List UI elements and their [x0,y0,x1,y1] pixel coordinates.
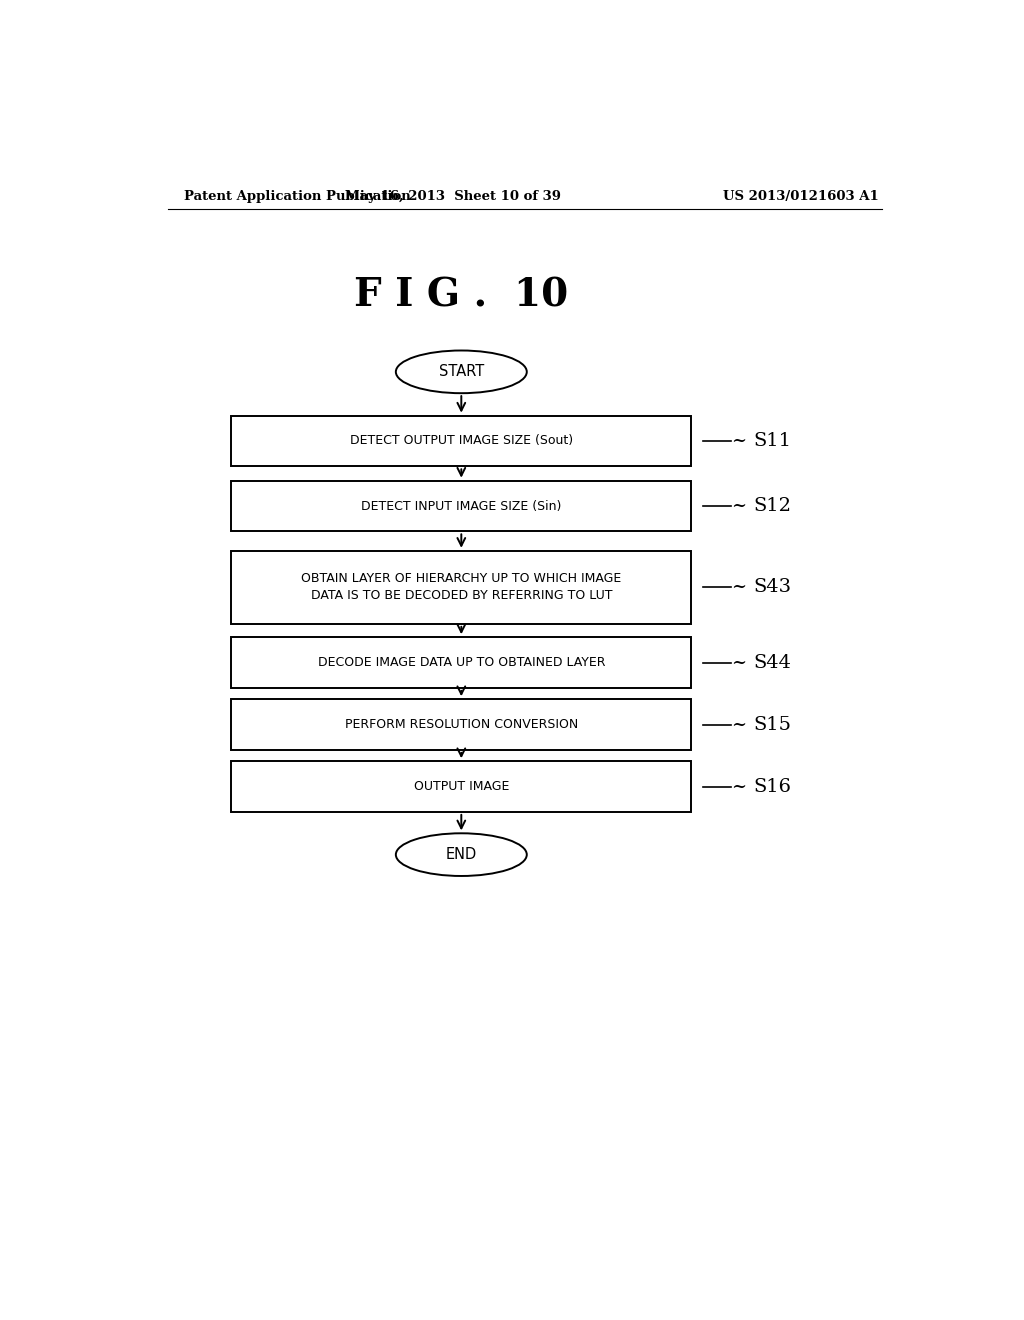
Text: START: START [438,364,484,379]
Text: DETECT OUTPUT IMAGE SIZE (Sout): DETECT OUTPUT IMAGE SIZE (Sout) [350,434,572,447]
Bar [231,550,691,624]
Text: END: END [445,847,477,862]
Text: ~: ~ [731,498,746,515]
Text: DETECT INPUT IMAGE SIZE (Sin): DETECT INPUT IMAGE SIZE (Sin) [361,499,561,512]
Ellipse shape [396,833,526,876]
Text: OUTPUT IMAGE: OUTPUT IMAGE [414,780,509,793]
Text: ~: ~ [731,432,746,450]
Text: S44: S44 [754,653,792,672]
Text: US 2013/0121603 A1: US 2013/0121603 A1 [723,190,879,202]
Text: S43: S43 [754,578,792,597]
Text: S16: S16 [754,777,792,796]
Bar [231,638,691,688]
Bar [231,416,691,466]
Text: ~: ~ [731,715,746,734]
Ellipse shape [396,351,526,393]
Text: May 16, 2013  Sheet 10 of 39: May 16, 2013 Sheet 10 of 39 [345,190,561,202]
Bar [231,480,691,532]
Text: ~: ~ [731,777,746,796]
Text: PERFORM RESOLUTION CONVERSION: PERFORM RESOLUTION CONVERSION [345,718,578,731]
Text: DECODE IMAGE DATA UP TO OBTAINED LAYER: DECODE IMAGE DATA UP TO OBTAINED LAYER [317,656,605,669]
Text: OBTAIN LAYER OF HIERARCHY UP TO WHICH IMAGE
DATA IS TO BE DECODED BY REFERRING T: OBTAIN LAYER OF HIERARCHY UP TO WHICH IM… [301,573,622,602]
Bar [231,762,691,812]
Text: ~: ~ [731,578,746,597]
Text: S12: S12 [754,498,792,515]
Text: Patent Application Publication: Patent Application Publication [183,190,411,202]
Bar [231,700,691,750]
Text: F I G .  10: F I G . 10 [354,277,568,314]
Text: S15: S15 [754,715,792,734]
Text: S11: S11 [754,432,792,450]
Text: ~: ~ [731,653,746,672]
